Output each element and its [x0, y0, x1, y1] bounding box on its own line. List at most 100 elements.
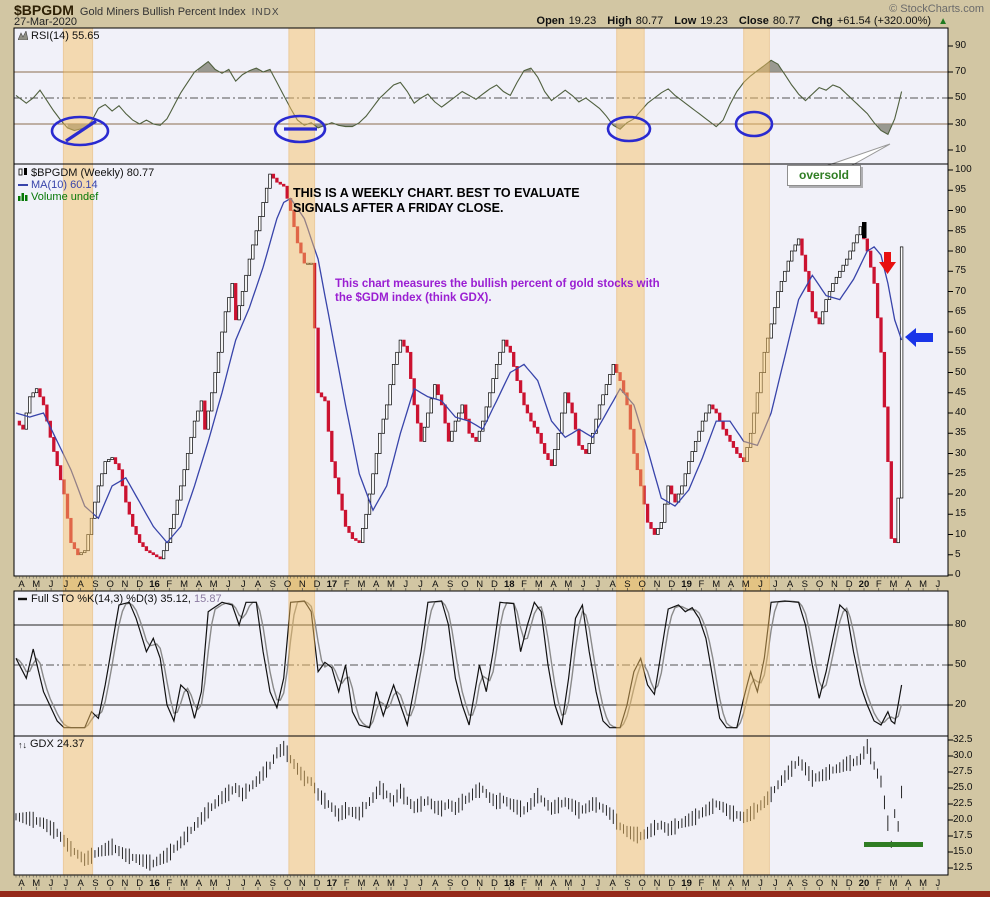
- bottom-strip: [0, 891, 990, 897]
- symbol: $BPGDM: [14, 2, 74, 18]
- exchange-label: INDX: [251, 7, 280, 18]
- axis-label: 20.0: [953, 814, 973, 825]
- month-label: M: [919, 579, 928, 590]
- month-label: D: [491, 878, 498, 889]
- month-label: N: [830, 878, 838, 889]
- axis-label: 30: [955, 447, 967, 459]
- month-label: A: [550, 579, 557, 590]
- month-label: S: [624, 579, 631, 590]
- month-label: A: [786, 878, 794, 889]
- month-label: S: [801, 878, 808, 889]
- month-label: O: [815, 878, 824, 889]
- month-label: O: [815, 579, 824, 590]
- month-label: S: [92, 878, 99, 889]
- month-label: N: [653, 878, 661, 889]
- rsi-indicator-icon: [17, 30, 29, 43]
- month-label: D: [845, 579, 853, 590]
- rsi-legend-text: RSI(14) 55.65: [31, 30, 100, 42]
- gdx-bars-icon: ↑↓: [18, 740, 27, 750]
- month-label: D: [313, 878, 321, 889]
- sto-legend-text: Full STO %K(14,3) %D(3): [31, 593, 158, 605]
- month-label: F: [875, 878, 882, 889]
- month-label: O: [461, 579, 469, 590]
- month-label: N: [830, 579, 838, 590]
- month-label: J: [403, 878, 409, 889]
- month-label: J: [935, 579, 941, 590]
- month-label: J: [595, 878, 601, 889]
- month-label: D: [845, 878, 853, 889]
- axis-label: 27.5: [953, 766, 973, 777]
- axis-label: 100: [955, 164, 972, 175]
- month-label: A: [373, 579, 380, 590]
- month-label: M: [180, 579, 189, 590]
- chg-value: +61.54 (+320.00%): [836, 15, 932, 27]
- purple-note: This chart measures the bullish percent …: [335, 278, 660, 304]
- volume-bars-icon: [18, 192, 28, 204]
- month-label: A: [432, 579, 439, 590]
- month-label: M: [180, 878, 189, 889]
- month-label: M: [32, 579, 41, 590]
- candlestick-icon: [18, 167, 28, 180]
- chg-label: Chg: [811, 15, 833, 27]
- month-label: M: [357, 878, 366, 889]
- axis-label: 20: [955, 488, 967, 499]
- copyright: © StockCharts.com: [889, 3, 984, 15]
- sto-legend: Full STO %K(14,3) %D(3) 35.12, 15.87: [18, 593, 222, 606]
- axis-label: 80: [955, 245, 967, 256]
- month-label: A: [786, 579, 794, 590]
- month-label: N: [476, 579, 484, 590]
- high-value: 80.77: [635, 15, 664, 27]
- chart-header: $BPGDM Gold Miners Bullish Percent Index I…: [14, 2, 280, 18]
- month-label: J: [758, 878, 763, 889]
- month-label: F: [166, 579, 173, 590]
- month-label: F: [521, 878, 527, 889]
- quote-bar: Open 19.23 High 80.77 Low 19.23 Close 80.77 …: [537, 15, 948, 27]
- month-label: J: [48, 579, 54, 590]
- month-label: 17: [326, 579, 338, 590]
- month-label: J: [403, 579, 409, 590]
- month-label: A: [18, 878, 25, 889]
- month-label: D: [668, 579, 676, 590]
- month-label: 17: [326, 878, 338, 889]
- month-label: J: [63, 878, 69, 889]
- month-label: O: [638, 878, 646, 889]
- ma-legend: MA(10) 60.14: [18, 179, 98, 192]
- month-label: N: [476, 878, 484, 889]
- axis-label: 90: [955, 40, 967, 51]
- month-label: F: [875, 579, 882, 590]
- axis-label: 20: [955, 699, 967, 710]
- month-label: S: [446, 579, 454, 590]
- month-label: D: [313, 579, 321, 590]
- month-label: A: [550, 878, 557, 889]
- axis-label: 12.5: [953, 862, 973, 873]
- month-label: A: [727, 878, 735, 889]
- axis-label: 80: [955, 619, 967, 630]
- month-label: F: [343, 579, 350, 590]
- month-label: A: [905, 579, 912, 590]
- axis-label: 60: [955, 326, 967, 337]
- axis-label: 25: [955, 467, 967, 479]
- axis-label: 10: [955, 528, 967, 540]
- month-label: J: [63, 579, 69, 590]
- month-label: J: [580, 579, 586, 590]
- month-label: A: [609, 878, 616, 889]
- axis-label: 0: [955, 569, 961, 580]
- month-label: O: [283, 878, 292, 889]
- gdx-legend: ↑↓ GDX 24.37: [18, 738, 84, 750]
- month-label: S: [269, 579, 276, 590]
- gdx-legend-text: GDX 24.37: [30, 738, 85, 750]
- month-label: S: [446, 878, 454, 889]
- month-label: S: [269, 878, 276, 889]
- chg-up-triangle-icon: ▲: [938, 16, 948, 27]
- axis-label: 90: [955, 204, 967, 216]
- month-label: A: [195, 579, 203, 590]
- axis-label: 70: [955, 285, 967, 297]
- month-label: S: [624, 878, 631, 889]
- axis-label: 15.0: [953, 846, 973, 857]
- month-label: F: [698, 579, 705, 590]
- month-label: M: [564, 579, 573, 590]
- close-label: Close: [738, 15, 769, 27]
- axis-label: 22.5: [953, 798, 973, 809]
